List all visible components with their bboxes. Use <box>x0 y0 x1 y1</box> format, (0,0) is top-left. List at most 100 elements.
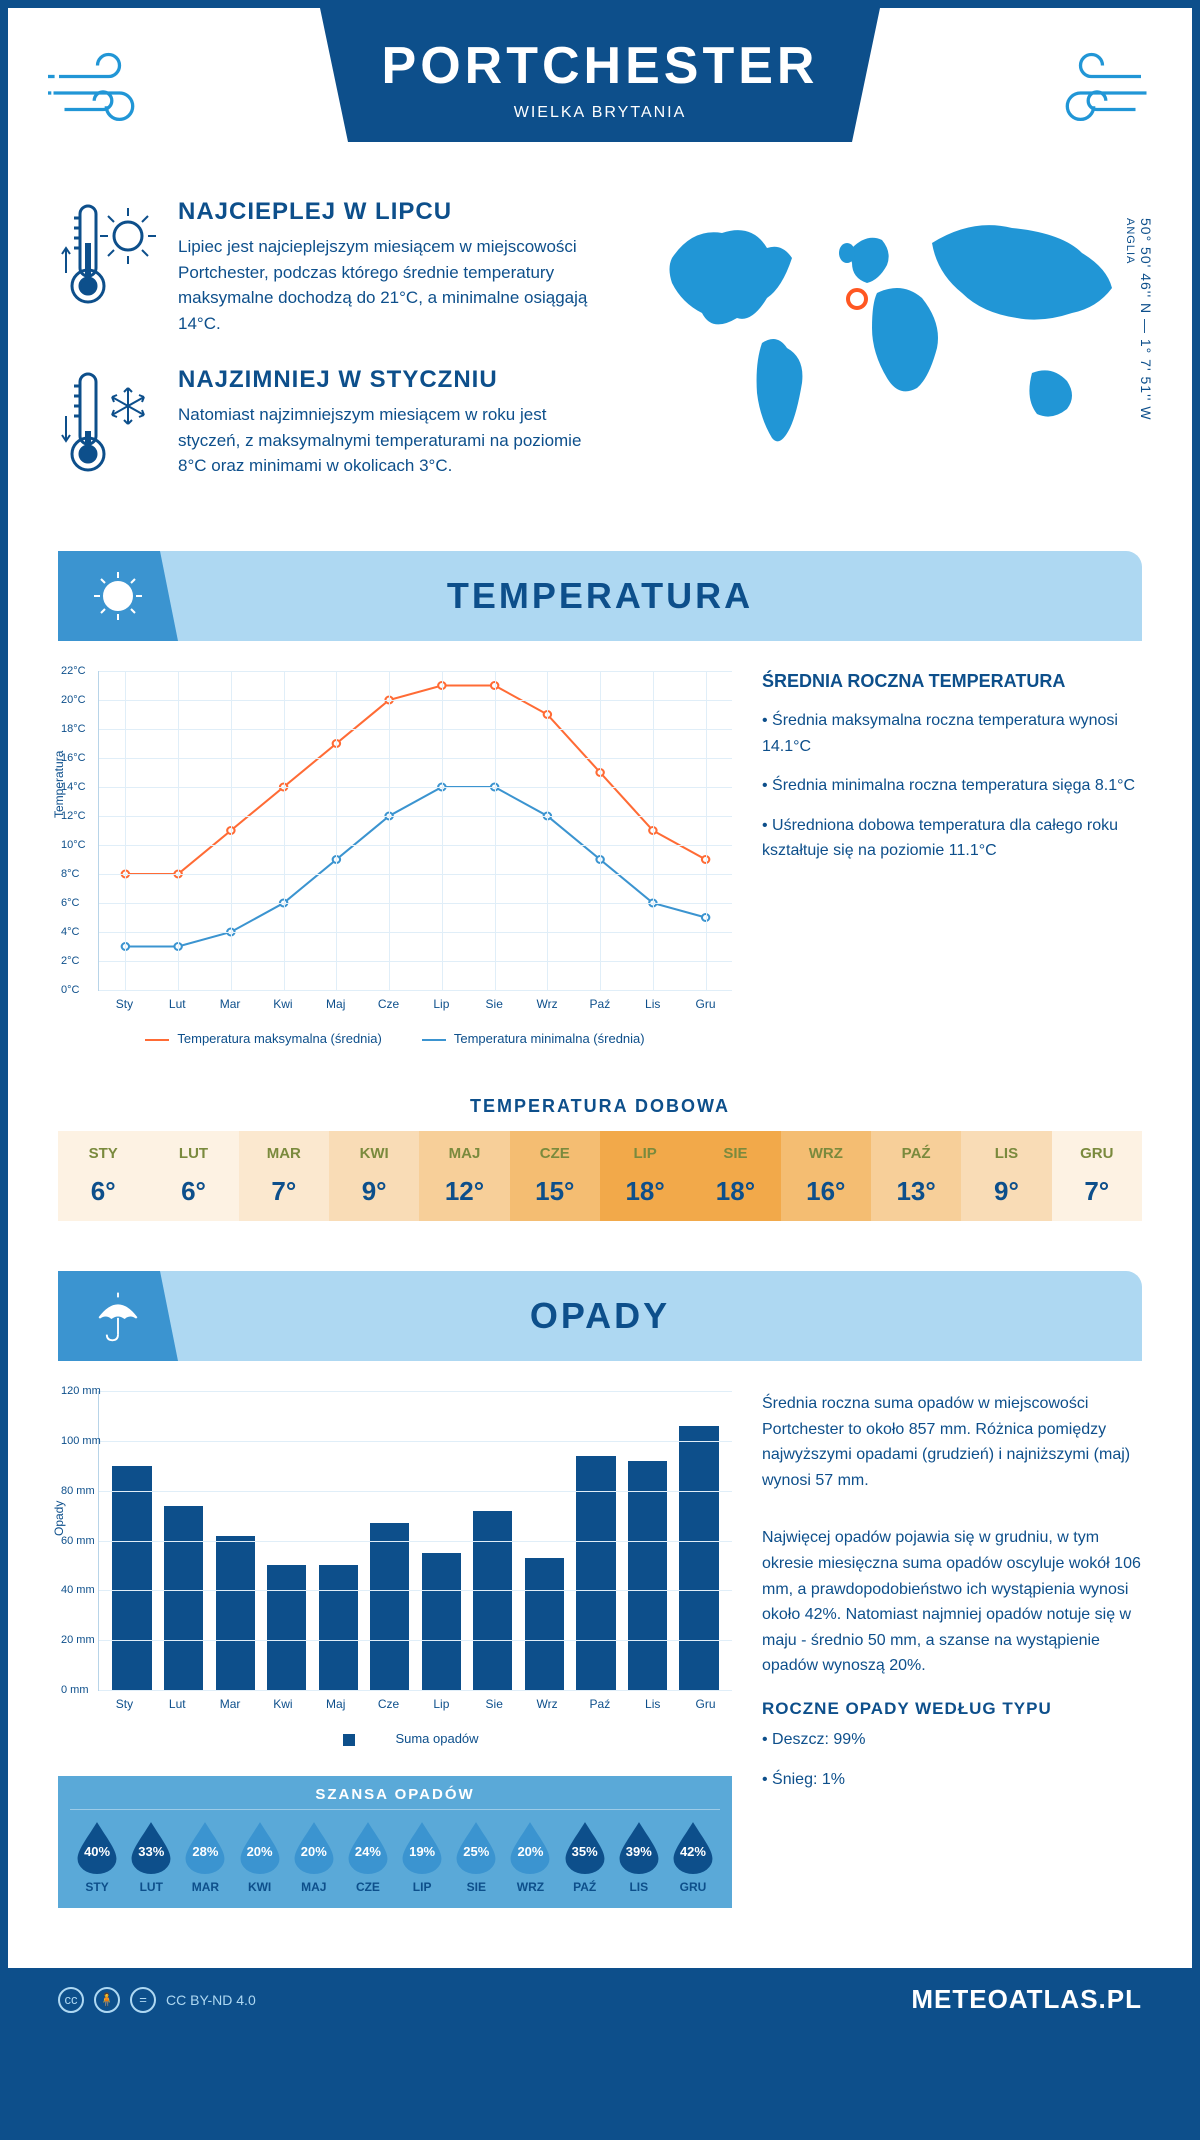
umbrella-icon <box>58 1271 178 1361</box>
daily-value: 9° <box>965 1176 1047 1207</box>
daily-month: GRU <box>1056 1145 1138 1162</box>
chance-cell: 20% MAJ <box>287 1820 341 1894</box>
wind-icon <box>1042 48 1152 154</box>
precip-bar <box>370 1523 409 1690</box>
drop-icon: 20% <box>508 1820 552 1874</box>
daily-temp-title: TEMPERATURA DOBOWA <box>8 1096 1192 1117</box>
daily-value: 9° <box>333 1176 415 1207</box>
daily-month: KWI <box>333 1145 415 1162</box>
daily-cell: LUT 6° <box>148 1131 238 1221</box>
daily-value: 16° <box>785 1176 867 1207</box>
cold-text: NAJZIMNIEJ W STYCZNIU Natomiast najzimni… <box>178 366 592 481</box>
temp-info-bullet: • Uśredniona dobowa temperatura dla całe… <box>762 813 1142 864</box>
daily-temp-table: STY6°LUT6°MAR7°KWI9°MAJ12°CZE15°LIP18°SI… <box>58 1131 1142 1221</box>
daily-month: WRZ <box>785 1145 867 1162</box>
chance-month: SIE <box>449 1880 503 1894</box>
chance-value: 24% <box>346 1820 390 1874</box>
title-banner: PORTCHESTER WIELKA BRYTANIA <box>320 8 880 142</box>
warm-text: NAJCIEPLEJ W LIPCU Lipiec jest najcieple… <box>178 198 592 336</box>
chance-cell: 39%LIS <box>612 1820 666 1894</box>
precip-bar <box>628 1461 667 1690</box>
month-label: Paź <box>573 997 626 1011</box>
by-icon: 🧍 <box>94 1987 120 2013</box>
month-label: Wrz <box>521 997 574 1011</box>
daily-value: 7° <box>243 1176 325 1207</box>
legend-max: Temperatura maksymalna (średnia) <box>145 1031 381 1046</box>
daily-month: CZE <box>514 1145 596 1162</box>
precip-type-title: ROCZNE OPADY WEDŁUG TYPU <box>762 1699 1142 1719</box>
cold-fact: NAJZIMNIEJ W STYCZNIU Natomiast najzimni… <box>58 366 592 481</box>
license: cc 🧍 = CC BY-ND 4.0 <box>58 1987 256 2013</box>
chance-month: LIP <box>395 1880 449 1894</box>
chance-cell: 20%WRZ <box>503 1820 557 1894</box>
drop-icon: 42% <box>671 1820 715 1874</box>
month-label: Mar <box>204 1697 257 1711</box>
daily-month: PAŹ <box>875 1145 957 1162</box>
daily-cell: SIE18° <box>690 1131 780 1221</box>
chance-value: 20% <box>292 1820 336 1874</box>
daily-value: 13° <box>875 1176 957 1207</box>
wind-icon <box>48 48 158 154</box>
temp-chart-row: Temperatura 0°C2°C4°C6°C8°C10°C12°C14°C1… <box>8 641 1192 1076</box>
daily-cell: STY6° <box>58 1131 148 1221</box>
daily-value: 12° <box>423 1176 505 1207</box>
month-label: Lis <box>626 997 679 1011</box>
month-label: Maj <box>309 997 362 1011</box>
chance-title: SZANSA OPADÓW <box>70 1786 720 1810</box>
drop-icon: 20% <box>292 1820 336 1874</box>
precip-bar <box>679 1426 718 1690</box>
facts-row: NAJCIEPLEJ W LIPCU Lipiec jest najcieple… <box>8 178 1192 551</box>
chance-strip: SZANSA OPADÓW 40%STY33%LUT28%MAR20%KWI20… <box>58 1776 732 1908</box>
chance-value: 28% <box>183 1820 227 1874</box>
chance-cell: 33% LUT <box>124 1820 178 1894</box>
precip-bar <box>164 1506 203 1690</box>
month-label: Lis <box>626 1697 679 1711</box>
drop-icon: 20% <box>238 1820 282 1874</box>
drop-icon: 19% <box>400 1820 444 1874</box>
temp-x-labels: StyLutMarKwiMajCzeLipSieWrzPaźLisGru <box>98 997 732 1011</box>
sun-icon <box>58 551 178 641</box>
daily-month: LIP <box>604 1145 686 1162</box>
chance-month: GRU <box>666 1880 720 1894</box>
chance-month: LUT <box>124 1880 178 1894</box>
precip-p1: Średnia roczna suma opadów w miejscowośc… <box>762 1391 1142 1493</box>
month-label: Wrz <box>521 1697 574 1711</box>
daily-cell: GRU 7° <box>1052 1131 1142 1221</box>
chance-month: KWI <box>233 1880 287 1894</box>
daily-value: 6° <box>152 1176 234 1207</box>
month-label: Cze <box>362 997 415 1011</box>
precip-info: Średnia roczna suma opadów w miejscowośc… <box>762 1391 1142 1908</box>
chance-value: 25% <box>454 1820 498 1874</box>
warm-title: NAJCIEPLEJ W LIPCU <box>178 198 592 226</box>
daily-value: 7° <box>1056 1176 1138 1207</box>
precip-bar-chart: Opady 0 mm20 mm40 mm60 mm80 mm100 mm120 … <box>58 1391 732 1908</box>
daily-cell: WRZ 16° <box>781 1131 871 1221</box>
daily-value: 15° <box>514 1176 596 1207</box>
chance-cell: 42% GRU <box>666 1820 720 1894</box>
drop-icon: 24% <box>346 1820 390 1874</box>
daily-month: LIS <box>965 1145 1047 1162</box>
world-map <box>622 198 1142 478</box>
month-label: Lip <box>415 1697 468 1711</box>
brand: METEOATLAS.PL <box>911 1984 1142 2015</box>
daily-month: LUT <box>152 1145 234 1162</box>
warm-body: Lipiec jest najcieplejszym miesiącem w m… <box>178 234 592 336</box>
chance-cell: 28%MAR <box>178 1820 232 1894</box>
month-label: Cze <box>362 1697 415 1711</box>
chance-month: MAJ <box>287 1880 341 1894</box>
precip-bar <box>525 1558 564 1690</box>
chance-value: 20% <box>508 1820 552 1874</box>
thermometer-sun-icon <box>58 198 158 336</box>
license-text: CC BY-ND 4.0 <box>166 1992 256 2008</box>
city-title: PORTCHESTER <box>340 36 860 96</box>
precip-bar <box>422 1553 461 1690</box>
precip-bar <box>112 1466 151 1690</box>
drop-icon: 35% <box>563 1820 607 1874</box>
month-label: Mar <box>204 997 257 1011</box>
temperature-section-header: TEMPERATURA <box>58 551 1142 641</box>
precip-bar <box>216 1536 255 1690</box>
footer: cc 🧍 = CC BY-ND 4.0 METEOATLAS.PL <box>8 1968 1192 2031</box>
month-label: Kwi <box>256 997 309 1011</box>
chance-value: 39% <box>617 1820 661 1874</box>
drop-icon: 33% <box>129 1820 173 1874</box>
